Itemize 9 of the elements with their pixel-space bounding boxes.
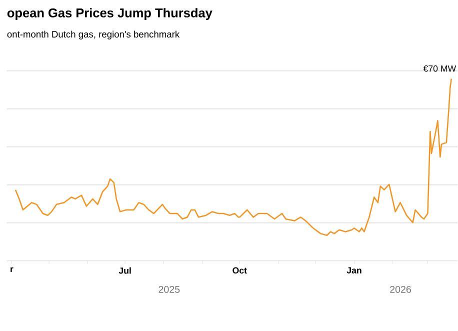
chart-title: opean Gas Prices Jump Thursday	[7, 8, 212, 20]
x-tick-label: Jan	[346, 267, 362, 274]
x-tick-label: r	[10, 267, 14, 272]
chart-subtitle: ont-month Dutch gas, region's benchmark	[7, 30, 180, 40]
x-tick-label: Jul	[118, 267, 131, 274]
text: 2025	[158, 286, 180, 293]
annotation: €70 MW	[423, 66, 456, 72]
text: 2026	[390, 286, 411, 293]
x-tick-label: Oct	[232, 267, 247, 274]
